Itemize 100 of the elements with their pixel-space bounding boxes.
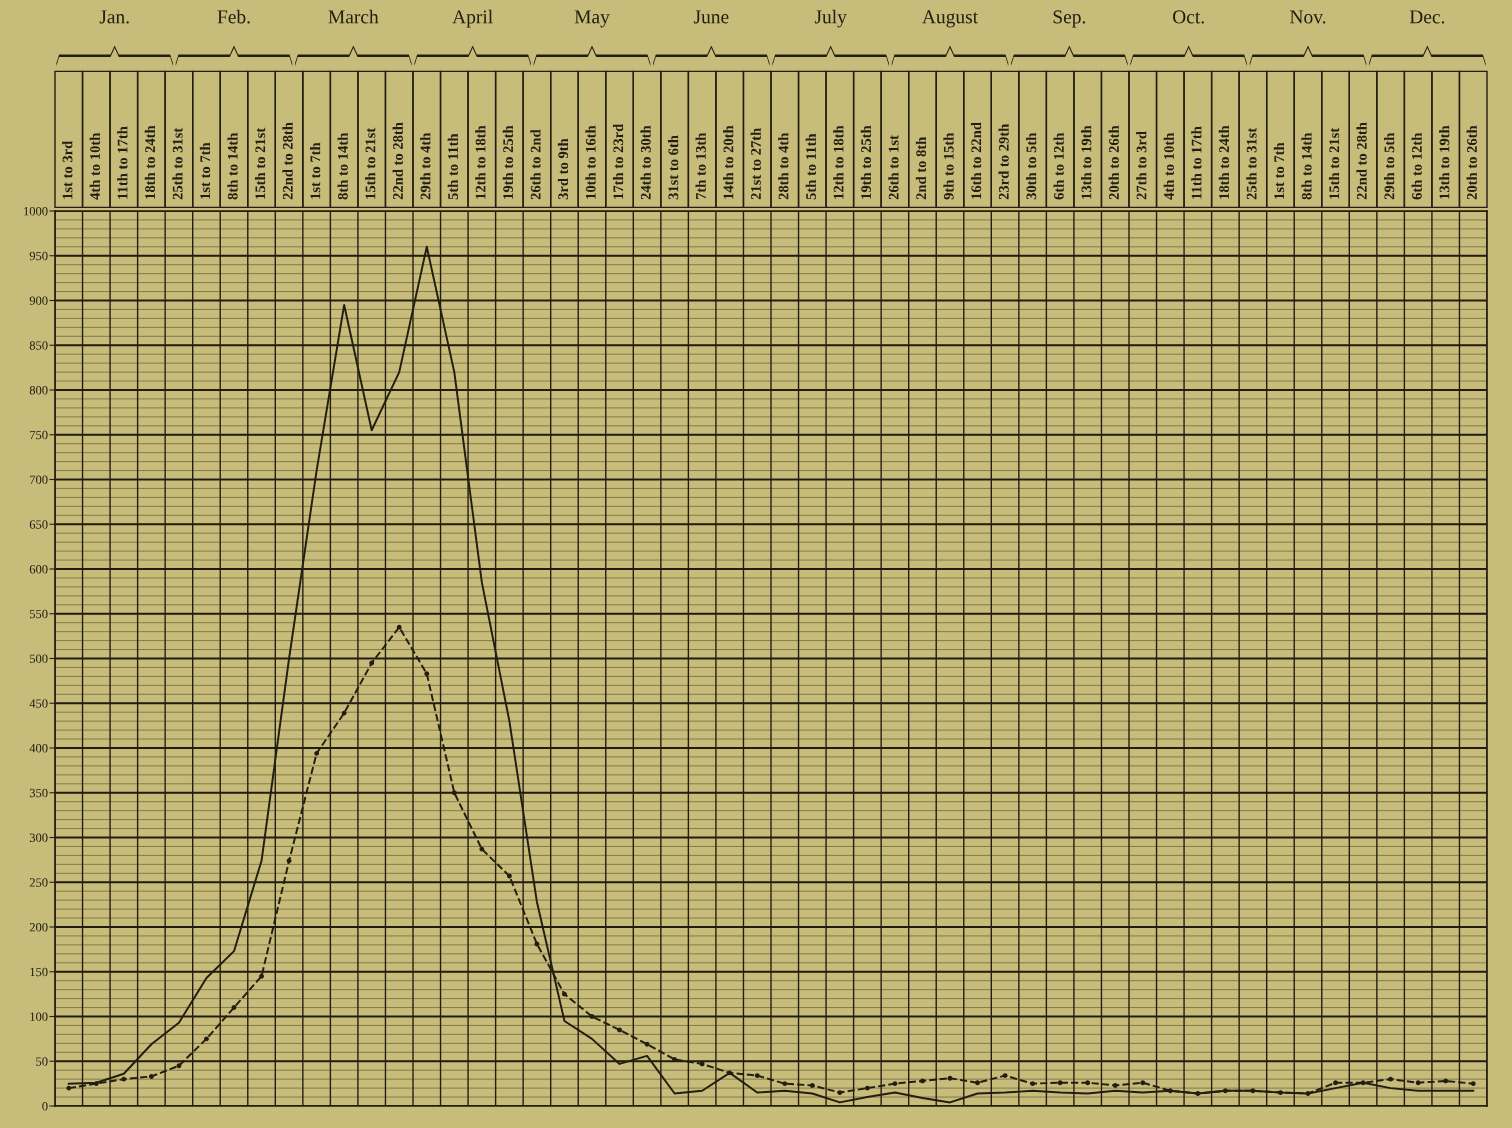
x-tick-label: 9th to 15th — [943, 132, 954, 200]
x-tick-label: 13th to 19th — [1081, 125, 1092, 199]
x-tick-label: 11th to 17th — [117, 126, 128, 199]
point — [1470, 1081, 1476, 1087]
point — [231, 1005, 237, 1010]
y-tick-label: 650 — [29, 520, 48, 529]
x-tick-label: 13th to 19th — [1439, 125, 1450, 199]
x-tick-label: 8th to 14th — [227, 132, 238, 200]
y-tick-label: 100 — [30, 1012, 48, 1021]
point — [424, 671, 430, 677]
point — [396, 624, 402, 630]
x-tick-label: 15th to 21st — [365, 127, 376, 199]
y-tick-label: 250 — [29, 878, 48, 887]
point — [947, 1075, 953, 1081]
x-tick-label: 2nd to 8th — [915, 136, 927, 200]
y-tick-label: 900 — [29, 296, 48, 305]
point — [1030, 1081, 1036, 1087]
point — [1085, 1080, 1091, 1086]
y-tick-label: 500 — [30, 654, 48, 663]
point — [1278, 1090, 1283, 1096]
x-tick-label: 29th to 4th — [420, 132, 431, 200]
x-tick-label: 7th to 13th — [695, 132, 706, 200]
point — [1112, 1082, 1118, 1088]
x-tick-label: 27th to 3rd — [1136, 131, 1147, 200]
point — [314, 750, 320, 756]
point — [864, 1085, 870, 1091]
text: August — [922, 10, 978, 28]
x-tick-label: 11th to 17th — [1191, 126, 1202, 199]
x-tick-label: 21st to 27th — [750, 128, 761, 200]
text: Dec. — [1409, 10, 1445, 24]
y-tick-label: 0 — [42, 1102, 48, 1111]
text: Oct. — [1173, 10, 1204, 24]
x-tick-label: 10th to 16th — [585, 125, 596, 199]
point — [451, 790, 457, 796]
y-tick-label: 950 — [29, 251, 48, 261]
x-tick-label: 16th to 22nd — [970, 122, 982, 199]
point — [1305, 1091, 1311, 1096]
y-tick-label: 400 — [29, 744, 48, 753]
x-tick-label: 8th to 14th — [1301, 132, 1312, 200]
point — [892, 1081, 898, 1087]
point — [754, 1073, 760, 1079]
y-tick-label: 550 — [30, 609, 48, 619]
point — [93, 1081, 99, 1087]
text: April — [452, 9, 493, 28]
x-tick-label: 1st to 7th — [310, 142, 321, 199]
text: July — [814, 9, 847, 28]
point — [534, 941, 540, 947]
text: March — [328, 9, 379, 24]
point — [66, 1085, 72, 1091]
point — [1140, 1080, 1146, 1086]
point — [1057, 1080, 1063, 1086]
y-tick-label: 450 — [29, 699, 48, 708]
y-tick-label: 750 — [30, 430, 48, 440]
x-tick-label: 25th to 31st — [1246, 127, 1257, 200]
x-tick-label: 6th to 12th — [1411, 132, 1422, 200]
x-tick-label: 19th to 25th — [502, 125, 514, 199]
point — [1360, 1080, 1366, 1086]
point — [1167, 1088, 1173, 1094]
x-tick-label: 6th to 12th — [1053, 132, 1064, 200]
point — [369, 660, 375, 666]
point — [837, 1090, 843, 1096]
point — [975, 1080, 980, 1086]
point — [341, 710, 347, 716]
x-tick-label: 28th to 4th — [778, 132, 789, 200]
point — [286, 858, 292, 864]
x-tick-label: 20th to 26th — [1466, 125, 1477, 200]
y-tick-label: 50 — [36, 1057, 48, 1066]
point — [782, 1081, 788, 1087]
x-tick-label: 20th to 26th — [1108, 125, 1119, 200]
point — [1415, 1080, 1421, 1086]
x-tick-label: 25th to 31st — [172, 127, 183, 200]
point — [727, 1070, 733, 1076]
x-tick-label: 23rd to 29th — [998, 123, 1009, 200]
text: June — [693, 10, 729, 24]
point — [1388, 1076, 1394, 1082]
x-tick-label: 12th to 18th — [475, 125, 486, 199]
x-tick-label: 22nd to 28th — [392, 122, 403, 200]
point — [1222, 1088, 1228, 1094]
x-tick-label: 29th to 5th — [1384, 132, 1395, 200]
x-tick-label: 18th to 24th — [1218, 125, 1230, 199]
x-tick-label: 26th to 2nd — [530, 129, 541, 200]
y-tick-label: 300 — [29, 833, 48, 842]
x-tick-label: 18th to 24th — [144, 125, 156, 199]
x-tick-label: 8th to 14th — [337, 132, 348, 200]
x-tick-label: 12th to 18th — [833, 125, 844, 199]
x-tick-label: 24th to 30th — [640, 125, 651, 200]
x-tick-label: 5th to 11th — [805, 133, 816, 200]
y-tick-label: 350 — [29, 788, 48, 798]
text: Nov. — [1290, 10, 1326, 24]
y-tick-label: 150 — [30, 967, 48, 977]
point — [479, 846, 485, 852]
point — [204, 1036, 209, 1042]
point — [1002, 1073, 1008, 1079]
x-tick-label: 26th to 1st — [888, 135, 899, 200]
x-tick-label: 1st to 7th — [1273, 142, 1285, 199]
text: Sep. — [1053, 10, 1086, 28]
y-tick-label: 800 — [29, 386, 48, 395]
x-tick-label: 22nd to 28th — [282, 122, 293, 200]
point — [1250, 1088, 1256, 1094]
point — [148, 1074, 154, 1079]
